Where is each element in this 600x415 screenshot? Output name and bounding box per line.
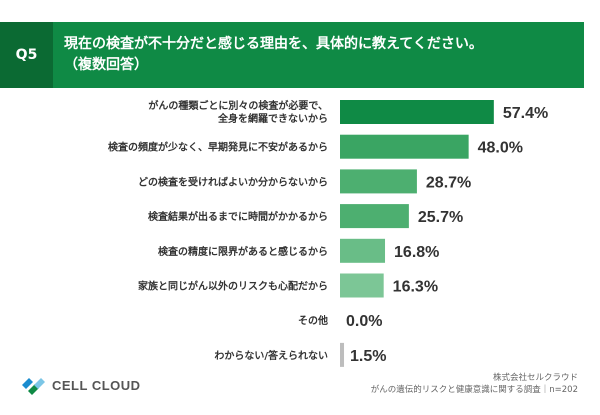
bar-1 (340, 100, 494, 124)
logo-text: CELL CLOUD (52, 377, 141, 393)
value-label-6: 16.3% (393, 279, 438, 296)
question-title-line-2: （複数回答） (64, 57, 148, 73)
bar-6 (340, 273, 384, 298)
source-note: 株式会社セルクラウド がんの遺伝的リスクと健康意識に関する調査｜n=202 (371, 372, 578, 396)
value-label-1: 57.4% (503, 105, 548, 122)
source-company: 株式会社セルクラウド (492, 373, 578, 383)
bar-4 (340, 204, 409, 229)
value-label-7: 0.0% (346, 313, 382, 330)
bar-3 (340, 169, 417, 194)
value-label-3: 28.7% (426, 174, 471, 191)
value-label-8: 1.5% (350, 348, 386, 365)
category-label-1-line-2: 全身を網羅できないから (217, 112, 328, 125)
question-title: 現在の検査が不十分だと感じる理由を、具体的に教えてください。 （複数回答） (64, 34, 574, 76)
category-label-4: 検査結果が出るまでに時間がかかるから (148, 210, 328, 223)
cell-cloud-logo-icon (22, 378, 45, 395)
category-label-8: わからない/答えられない (214, 349, 328, 362)
question-header: Q5 現在の検査が不十分だと感じる理由を、具体的に教えてください。 （複数回答） (0, 22, 584, 88)
value-label-5: 16.8% (394, 244, 439, 261)
category-label-3: どの検査を受ければよいか分からないから (138, 175, 328, 188)
source-survey: がんの遺伝的リスクと健康意識に関する調査｜n=202 (370, 385, 578, 395)
category-label-2: 検査の頻度が少なく、早期発見に不安があるから (108, 141, 328, 154)
question-badge: Q5 (0, 22, 53, 88)
value-label-2: 48.0% (478, 140, 523, 157)
category-label-6: 家族と同じがん以外のリスクも心配だから (138, 280, 328, 293)
category-label-1-line-1: がんの種類ごとに別々の検査が必要で、 (148, 99, 328, 112)
bar-2 (340, 134, 469, 159)
bar-5 (340, 238, 386, 263)
category-label-7: その他 (298, 314, 328, 327)
question-title-line-1: 現在の検査が不十分だと感じる理由を、具体的に教えてください。 (64, 36, 483, 52)
category-label-5: 検査の精度に限界があると感じるから (158, 245, 328, 258)
company-logo: CELL CLOUD (20, 370, 141, 400)
value-label-4: 25.7% (418, 209, 463, 226)
bar-8 (340, 342, 345, 367)
